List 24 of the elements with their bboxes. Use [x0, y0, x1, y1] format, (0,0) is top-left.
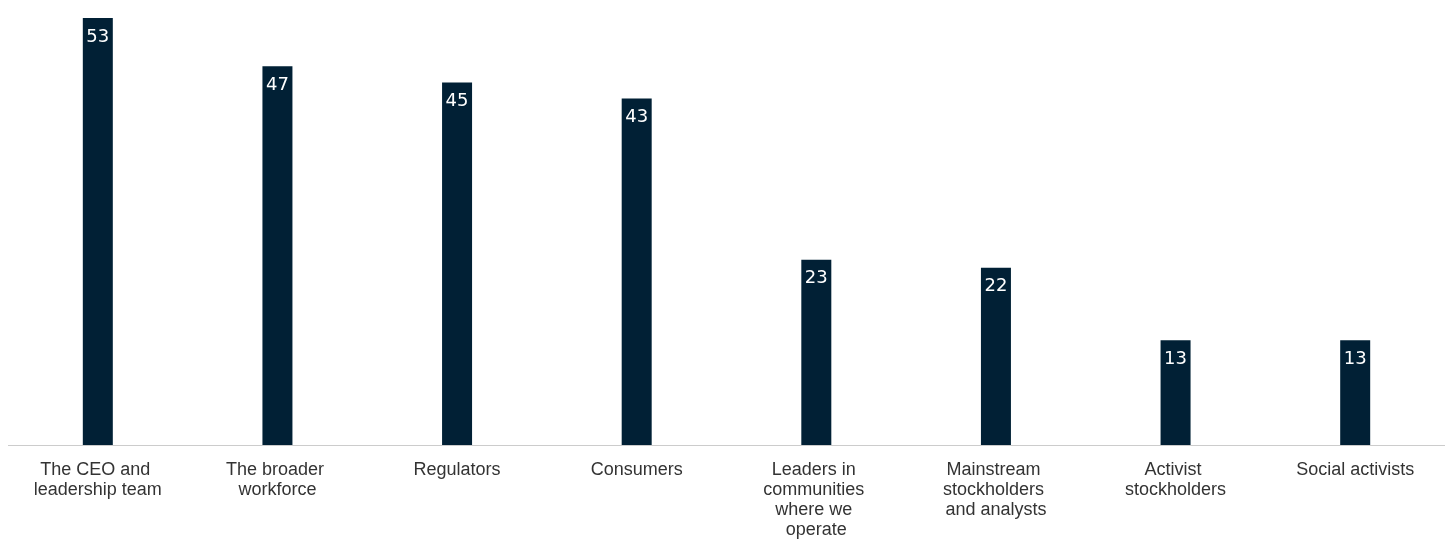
- bar: [801, 259, 832, 445]
- data-label: 23: [804, 266, 828, 288]
- bar: [442, 82, 473, 445]
- bar: [1340, 340, 1371, 445]
- data-label: 22: [984, 274, 1008, 296]
- x-tick-label: Consumers: [590, 459, 683, 479]
- data-label: 47: [265, 72, 289, 94]
- x-tick-label: Regulators: [413, 459, 501, 479]
- bar: [82, 18, 113, 445]
- x-tick-label: The broader workforce: [225, 459, 329, 499]
- x-tick-label: The CEO and leadership team: [33, 459, 162, 499]
- bar: [980, 267, 1011, 445]
- data-label: 13: [1164, 346, 1188, 368]
- x-tick-label: Leaders in communities where we operate: [763, 459, 870, 539]
- bar: [1160, 340, 1191, 445]
- data-label: 13: [1343, 346, 1367, 368]
- bar: [621, 98, 652, 445]
- x-tick-label: Mainstream stockholders and analysts: [942, 459, 1049, 519]
- data-label: 53: [86, 24, 110, 46]
- data-label: 45: [445, 88, 469, 110]
- x-tick-label: Activist stockholders: [1125, 459, 1227, 499]
- data-label: 43: [625, 105, 649, 127]
- bar: [262, 66, 293, 445]
- x-tick-label: Social activists: [1296, 459, 1415, 479]
